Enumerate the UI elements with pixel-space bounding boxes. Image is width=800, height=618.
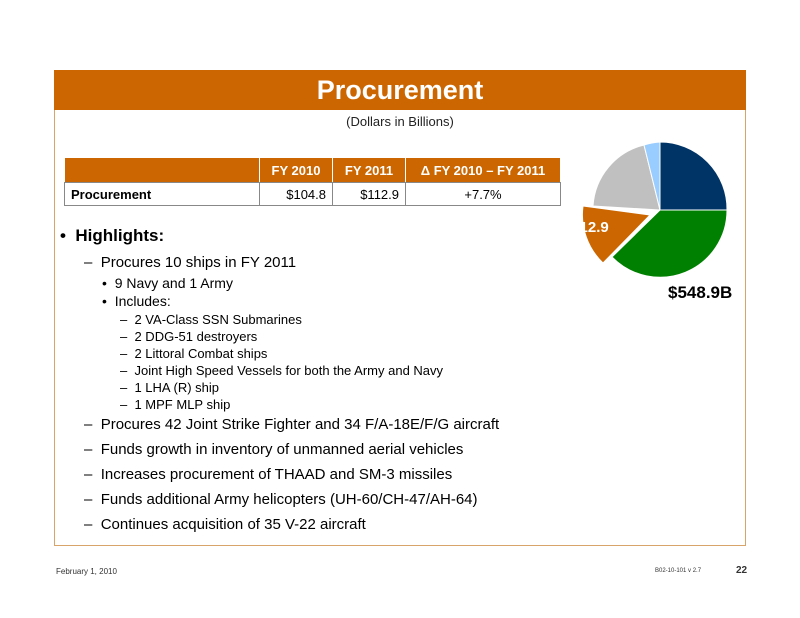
page-number: 22 [736, 565, 748, 576]
highlights-heading: • Highlights: [60, 226, 165, 245]
list-item: – 1 LHA (R) ship [120, 380, 220, 395]
table-header-fy2011: FY 2011 [332, 157, 406, 183]
pie-slices [581, 141, 728, 278]
table-header-row: FY 2010 FY 2011 Δ FY 2010 – FY 2011 [64, 157, 561, 183]
list-item: – Funds growth in inventory of unmanned … [84, 441, 464, 458]
slide-subtitle: (Dollars in Billions) [346, 114, 454, 129]
list-item: • 9 Navy and 1 Army [102, 275, 233, 291]
slide-title: Procurement [54, 70, 746, 110]
table-header-empty [64, 157, 260, 183]
list-item: – 1 MPF MLP ship [120, 397, 231, 412]
list-item: – Procures 42 Joint Strike Fighter and 3… [84, 416, 500, 433]
list-item: – Increases procurement of THAAD and SM-… [84, 466, 453, 483]
footer-code: B02-10-101 v 2.7 [655, 568, 702, 574]
table-header-change: Δ FY 2010 – FY 2011 [405, 157, 561, 183]
budget-pie-chart: 112.9 [572, 141, 728, 278]
pie-procurement-label: 112.9 [572, 219, 609, 236]
table-row: Procurement $104.8 $112.9 +7.7% [64, 182, 561, 206]
pie-slice-green [611, 209, 728, 278]
footer-date: February 1, 2010 [56, 567, 117, 576]
pie-slice-procurement [581, 205, 652, 264]
pie-total-label: $548.9B [668, 283, 733, 302]
list-item: • Includes: [102, 293, 171, 309]
pie-slice-gray [592, 144, 661, 211]
list-item: – 2 Littoral Combat ships [120, 346, 268, 361]
procurement-table: FY 2010 FY 2011 Δ FY 2010 – FY 2011 Proc… [64, 157, 561, 206]
list-item: – Funds additional Army helicopters (UH-… [84, 491, 478, 508]
list-item: – 2 VA-Class SSN Submarines [120, 312, 302, 327]
cell-fy2011: $112.9 [332, 182, 406, 206]
table-header-fy2010: FY 2010 [259, 157, 333, 183]
row-label: Procurement [64, 182, 260, 206]
list-item: – Procures 10 ships in FY 2011 [84, 254, 297, 271]
list-item: – 2 DDG-51 destroyers [120, 329, 258, 344]
cell-change: +7.7% [405, 182, 561, 206]
pie-slice-lightblue [643, 141, 661, 211]
cell-fy2010: $104.8 [259, 182, 333, 206]
list-item: – Continues acquisition of 35 V-22 aircr… [84, 516, 366, 533]
pie-slice-navy [659, 141, 728, 211]
list-item: – Joint High Speed Vessels for both the … [120, 363, 444, 378]
